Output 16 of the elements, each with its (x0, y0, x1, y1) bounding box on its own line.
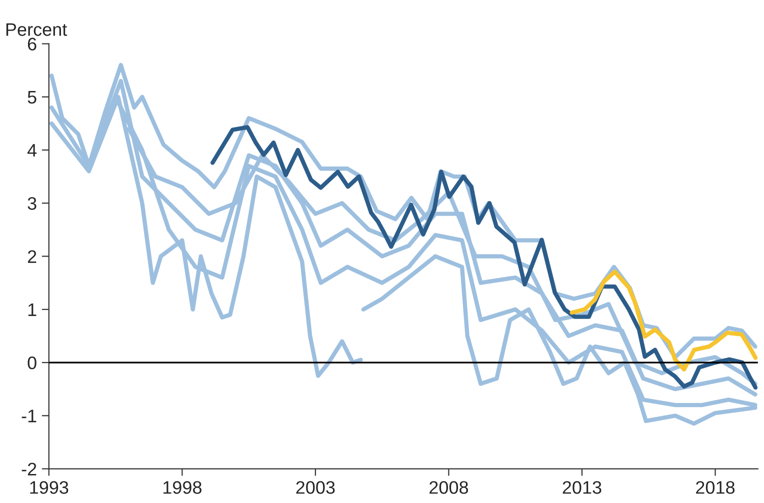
y-tick-label: 0 (28, 356, 36, 370)
x-tick-label: 2008 (430, 481, 468, 494)
y-tick-label: 3 (28, 197, 36, 210)
y-tick-label: 2 (28, 250, 36, 263)
x-tick-label: 2018 (696, 481, 735, 494)
y-axis-title: Percent (6, 23, 68, 36)
x-tick-label: 1998 (163, 481, 202, 494)
y-tick-label: -2 (22, 462, 36, 476)
x-tick-label: 2003 (296, 481, 335, 494)
y-tick-label: 4 (27, 144, 37, 157)
y-tick-label: -1 (22, 410, 36, 422)
x-tick-label: 2013 (562, 481, 602, 494)
x-tick-label: 1993 (30, 481, 68, 494)
y-tick-label: 1 (28, 304, 36, 316)
y-tick-label: 5 (28, 91, 36, 104)
y-tick-label: 6 (28, 38, 36, 50)
